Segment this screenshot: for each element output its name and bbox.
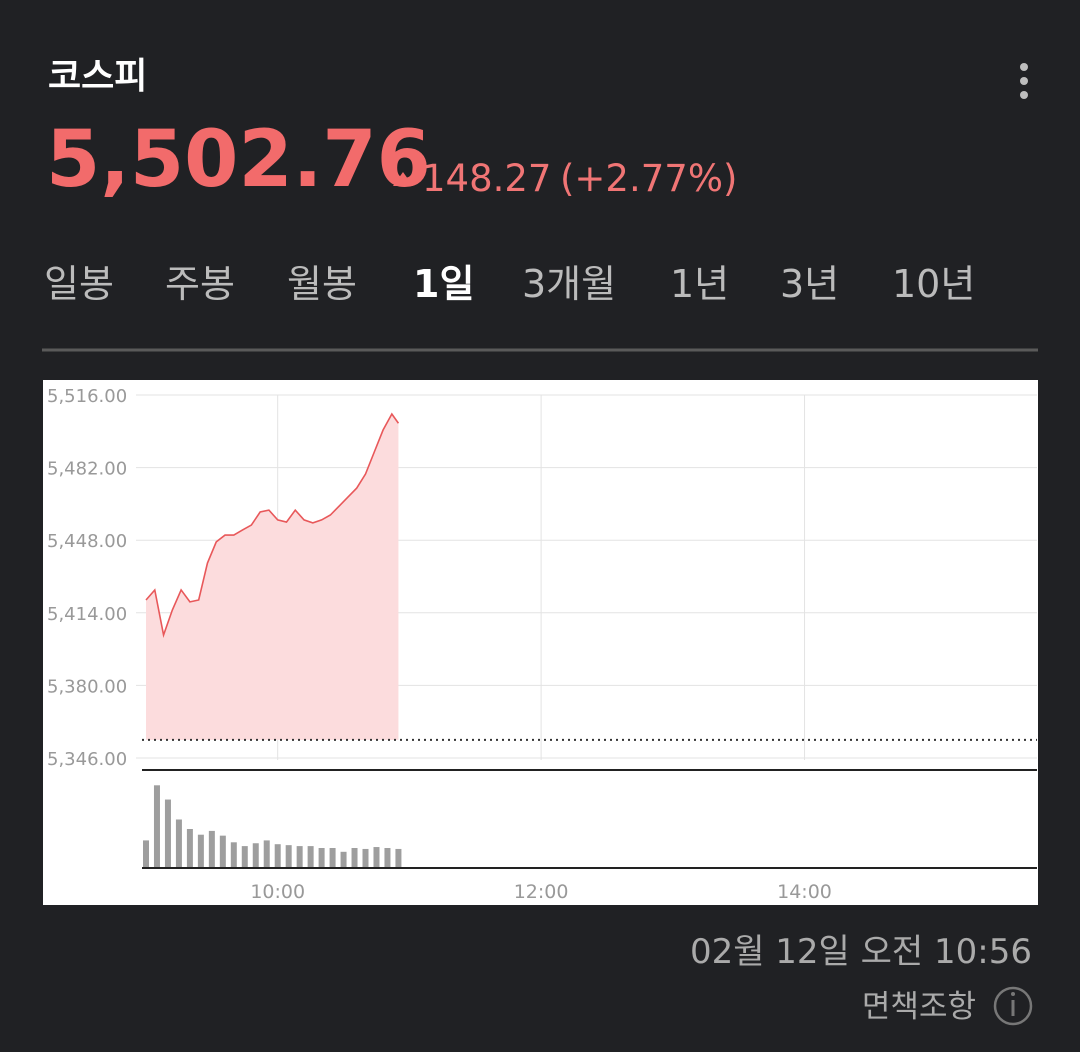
volume-bar — [307, 846, 314, 867]
tab[interactable]: 10년 — [892, 262, 975, 306]
tab[interactable]: 월봉 — [287, 262, 357, 306]
volume-bar — [373, 847, 380, 867]
volume-bar — [285, 845, 292, 867]
y-tick-label: 5,482.00 — [47, 459, 127, 480]
volume-bar — [318, 848, 325, 867]
volume-bar — [340, 851, 347, 867]
tab[interactable]: 1일 — [413, 262, 474, 306]
tab[interactable]: 3년 — [780, 262, 839, 306]
y-tick-label: 5,346.00 — [47, 749, 127, 770]
disclaimer[interactable]: 면책조항 — [862, 989, 976, 1025]
volume-bar — [186, 829, 193, 867]
volume-bar — [219, 835, 226, 867]
menu-dot — [1020, 77, 1028, 85]
menu-dot — [1020, 91, 1028, 99]
volume-bar — [362, 848, 369, 867]
area — [146, 414, 399, 740]
volume-bar — [230, 842, 237, 867]
volume-bar — [263, 840, 270, 867]
volume-bar — [241, 846, 248, 867]
y-tick-label: 5,516.00 — [47, 386, 127, 407]
volume-bar — [329, 848, 336, 867]
volume-bar — [384, 848, 391, 867]
volume-bar — [395, 848, 402, 867]
up-arrow — [393, 172, 413, 186]
info-icon[interactable] — [993, 986, 1033, 1026]
volume-bar — [274, 844, 281, 867]
volume-bar — [296, 846, 303, 867]
change: 148.27 — [422, 157, 551, 200]
volume-bar — [208, 830, 215, 867]
info-circle — [993, 986, 1033, 1026]
volume-bar — [252, 843, 259, 867]
y-tick-label: 5,448.00 — [47, 531, 127, 552]
y-tick-label: 5,414.00 — [47, 604, 127, 625]
index-title: 코스피 — [48, 56, 147, 97]
volume-bar — [351, 848, 358, 867]
timestamp: 02월 12일 오전 10:56 — [690, 932, 1032, 972]
volume-bar — [175, 819, 182, 867]
volume-bar — [164, 799, 171, 867]
volume-bar — [197, 834, 204, 867]
x-tick-label: 12:00 — [514, 881, 569, 903]
price-line — [145, 412, 400, 639]
y-tick-label: 5,380.00 — [47, 676, 127, 697]
price: 5,502.76 — [46, 115, 431, 205]
menu-button[interactable] — [1020, 63, 1028, 99]
volume-bar — [153, 785, 160, 867]
x-tick-label: 14:00 — [777, 881, 832, 903]
tab[interactable]: 주봉 — [165, 262, 235, 306]
tab-bar: 일봉 주봉 월봉 1일 3개월 1년 3년 10년 — [44, 262, 975, 306]
change-percent: (+2.77%) — [560, 157, 737, 200]
chart: 5,346.00 5,380.00 5,414.00 5,448.00 5,482.00… — [47, 386, 1037, 903]
tab[interactable]: 일봉 — [44, 262, 114, 306]
menu-dot — [1020, 63, 1028, 71]
x-tick-label: 10:00 — [250, 881, 305, 903]
volume-bar — [143, 840, 149, 867]
tab[interactable]: 1년 — [670, 262, 729, 306]
info-dot — [1011, 992, 1015, 996]
tab[interactable]: 3개월 — [522, 262, 616, 306]
